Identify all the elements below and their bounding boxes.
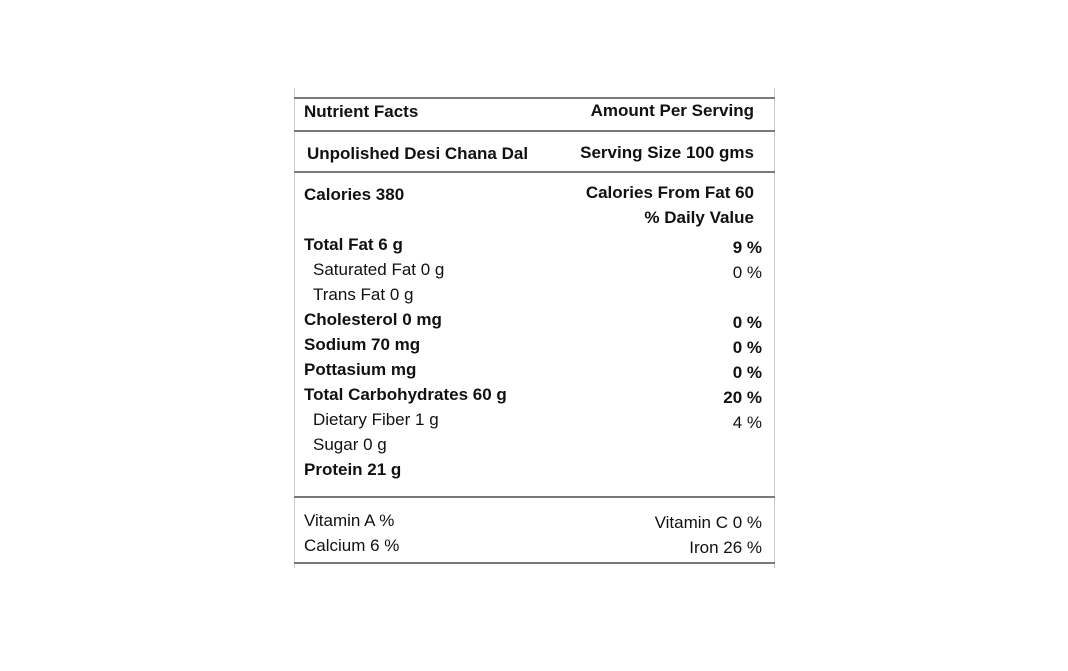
- nutrient-label-cholesterol: Cholesterol 0 mg: [304, 310, 442, 329]
- nutrition-label: [294, 88, 775, 568]
- vitamin-c: Vitamin C 0 %: [654, 513, 762, 532]
- bottom-rule: [294, 562, 775, 564]
- nutrient-label-potassium: Pottasium mg: [304, 360, 417, 379]
- nutrient-label-total-carbohydrates: Total Carbohydrates 60 g: [304, 385, 507, 404]
- nutrient-dv-total-carbohydrates: 20 %: [723, 388, 762, 407]
- iron: Iron 26 %: [689, 538, 762, 557]
- vitamin-a: Vitamin A %: [304, 511, 395, 530]
- nutrient-label-sodium: Sodium 70 mg: [304, 335, 421, 354]
- product-divider: [294, 171, 775, 173]
- nutrient-label-sugar: Sugar 0 g: [313, 435, 387, 454]
- top-rule: [294, 97, 775, 99]
- nutrients-divider: [294, 496, 775, 498]
- product-name: Unpolished Desi Chana Dal: [307, 144, 529, 163]
- serving-size: Serving Size 100 gms: [580, 143, 754, 162]
- nutrient-dv-saturated-fat: 0 %: [732, 263, 762, 282]
- calcium: Calcium 6 %: [304, 536, 400, 555]
- nutrient-dv-cholesterol: 0 %: [732, 313, 762, 332]
- calories: Calories 380: [304, 185, 405, 204]
- nutrient-label-protein: Protein 21 g: [304, 460, 402, 479]
- amount-per-serving-label: Amount Per Serving: [590, 101, 754, 120]
- nutrient-label-total-fat: Total Fat 6 g: [304, 235, 403, 254]
- daily-value-label: % Daily Value: [644, 208, 754, 227]
- header-divider: [294, 130, 775, 132]
- nutrient-dv-sodium: 0 %: [732, 338, 762, 357]
- nutrient-dv-total-fat: 9 %: [732, 238, 762, 257]
- calories-from-fat: Calories From Fat 60: [585, 183, 754, 202]
- nutrient-dv-dietary-fiber: 4 %: [732, 413, 762, 432]
- nutrient-dv-potassium: 0 %: [732, 363, 762, 382]
- nutrient-label-saturated-fat: Saturated Fat 0 g: [313, 260, 445, 279]
- nutrient-label-dietary-fiber: Dietary Fiber 1 g: [313, 410, 439, 429]
- nutrient-label-trans-fat: Trans Fat 0 g: [313, 285, 414, 304]
- nutrient-facts-title: Nutrient Facts: [304, 102, 419, 121]
